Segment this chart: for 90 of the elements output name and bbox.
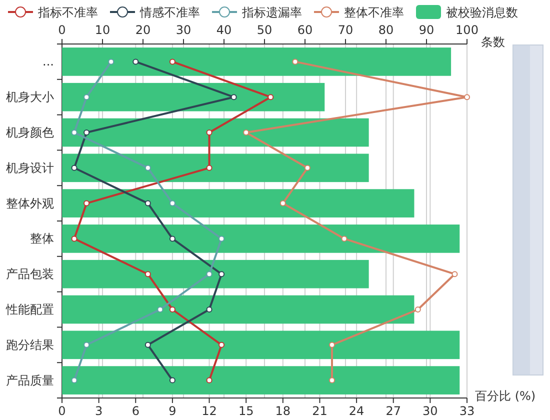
point [169, 377, 176, 384]
x-tick-label: 24 [348, 404, 364, 418]
point [157, 306, 164, 312]
point [84, 342, 90, 348]
point [304, 164, 310, 171]
point [452, 271, 458, 278]
point [230, 94, 237, 100]
point [414, 306, 421, 312]
point [280, 200, 286, 206]
bar [62, 189, 414, 218]
x2-tick-label: 0 [58, 23, 66, 37]
point [169, 200, 176, 206]
x2-tick-label: 70 [338, 23, 354, 37]
point [84, 200, 90, 206]
x-tick-label: 27 [386, 404, 402, 418]
point [218, 271, 225, 278]
x2-tick-label: 50 [256, 23, 272, 37]
legend-label: 指标不准率 [37, 6, 98, 20]
point [464, 94, 470, 100]
point [218, 342, 225, 348]
point [169, 236, 176, 242]
point [206, 130, 212, 136]
x-axis-title: 百分比 (%) [475, 389, 536, 403]
x2-axis-title: 条数 [481, 35, 505, 49]
point [144, 271, 151, 278]
y-tick-label: 机身大小 [6, 90, 54, 104]
point [84, 130, 90, 136]
point [71, 377, 78, 384]
y-tick-label: 产品质量 [6, 373, 54, 388]
legend-label: 情感不准率 [139, 6, 200, 20]
y-tick-label: 机身设计 [6, 160, 54, 175]
point [341, 236, 348, 242]
point [144, 200, 151, 206]
x-tick-label: 12 [202, 404, 217, 418]
bar [62, 260, 369, 288]
bar [62, 330, 460, 360]
point [268, 94, 274, 100]
x2-tick-label: 20 [135, 23, 151, 37]
bar [62, 82, 325, 112]
point [169, 306, 176, 312]
x2-tick-label: 90 [418, 23, 434, 37]
y-tick-label: 性能配置 [5, 302, 54, 316]
x-tick-label: 30 [422, 404, 438, 418]
point [169, 58, 176, 65]
bar [62, 48, 452, 76]
point [108, 58, 114, 65]
point [243, 130, 250, 136]
bar [62, 154, 369, 182]
y-tick-label: ... [42, 54, 54, 69]
point [84, 94, 90, 100]
y-tick-label: 整体外观 [6, 196, 54, 210]
x-tick-label: 18 [275, 404, 291, 418]
bar [62, 295, 414, 324]
x2-tick-label: 40 [216, 23, 232, 37]
x-tick-label: 33 [459, 404, 475, 418]
point [144, 164, 151, 171]
point [206, 306, 212, 312]
point [329, 377, 335, 384]
y-tick-label: 产品包装 [6, 267, 54, 282]
x-tick-label: 6 [132, 404, 140, 418]
point [206, 164, 212, 171]
point [132, 58, 139, 65]
point [218, 236, 225, 242]
point [329, 342, 335, 348]
legend-label: 指标遗漏率 [241, 6, 302, 20]
x2-tick-label: 80 [378, 23, 394, 37]
x2-tick-label: 60 [297, 23, 313, 37]
point [144, 342, 151, 348]
x2-tick-label: 10 [94, 23, 110, 37]
point [206, 271, 212, 278]
y-tick-label: 机身颜色 [6, 126, 54, 140]
x-tick-label: 15 [238, 404, 254, 418]
x-tick-label: 3 [95, 404, 103, 418]
bar [62, 224, 460, 253]
point [71, 130, 78, 136]
x2-tick-label: 100 [456, 23, 478, 37]
x-tick-label: 0 [58, 404, 66, 418]
y-tick-label: 跑分结果 [6, 338, 54, 352]
legend-label: 被校验消息数 [446, 6, 518, 20]
legend-label: 整体不准率 [344, 6, 404, 20]
y-tick-label: 整体 [30, 232, 54, 246]
bar [62, 118, 369, 147]
point [71, 164, 78, 171]
x-tick-label: 9 [168, 404, 176, 418]
point [71, 236, 78, 242]
x2-tick-label: 30 [176, 23, 192, 37]
bar [62, 366, 460, 394]
x-tick-label: 21 [312, 404, 328, 418]
point [206, 377, 212, 384]
point [292, 58, 298, 65]
